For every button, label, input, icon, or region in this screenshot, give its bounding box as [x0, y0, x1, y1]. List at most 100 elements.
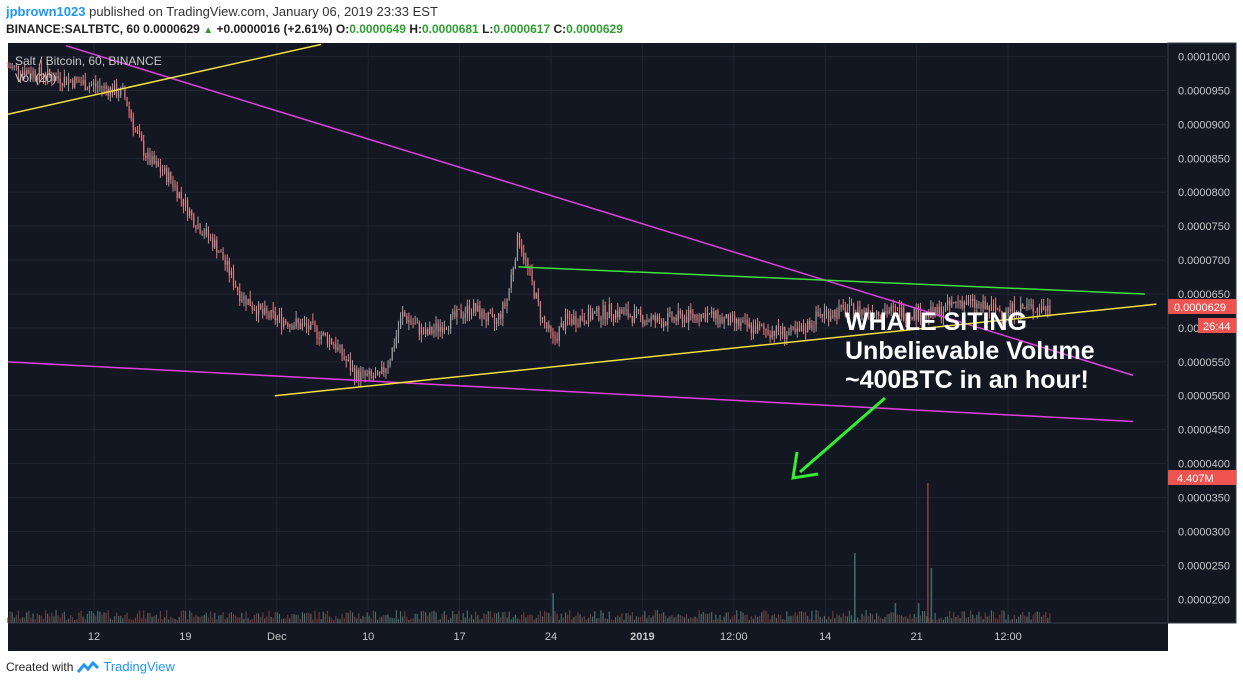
candle-body — [527, 259, 529, 268]
candle-body — [533, 281, 535, 299]
candle-body — [326, 334, 329, 345]
candle-body — [118, 95, 120, 97]
candle-body — [583, 320, 585, 323]
candle-body — [228, 260, 230, 276]
candle-body — [556, 338, 558, 341]
trendline-yellow[interactable] — [7, 43, 322, 115]
volume-bar — [525, 617, 527, 623]
candle-body — [101, 86, 103, 89]
volume-spike-bar — [917, 603, 920, 623]
trendline-magenta[interactable] — [65, 44, 1134, 377]
candle-body — [105, 85, 107, 89]
tradingview-link[interactable]: TradingView — [103, 659, 175, 674]
trendline-magenta[interactable] — [7, 361, 1134, 423]
candle-body — [422, 327, 425, 334]
price-tick-label: 0.0000650 — [1178, 289, 1230, 301]
trendline-yellow[interactable] — [274, 303, 1157, 397]
candle-body — [362, 371, 364, 373]
candle-body — [243, 295, 245, 300]
volume-bar — [456, 614, 458, 623]
candle-body — [794, 328, 796, 332]
candle-body — [80, 82, 82, 84]
candle-body — [1043, 306, 1045, 310]
candle-body — [594, 311, 596, 314]
volume-bar — [99, 611, 101, 623]
volume-bar — [289, 618, 291, 623]
candle-body — [694, 314, 696, 318]
candle-body — [416, 322, 418, 324]
time-axis-background — [8, 623, 1168, 651]
candle-body — [746, 320, 748, 327]
price-tick-label: 0.0000250 — [1178, 560, 1230, 572]
volume-bar — [383, 615, 385, 623]
time-axis-ticks: 12 19 Dec 10 17 24 2019 12:00 14 21 12:00 — [88, 631, 1022, 643]
candle-body — [836, 309, 838, 319]
candle-body — [951, 301, 953, 306]
volume-bar — [291, 614, 293, 623]
time-tick-label: Dec — [267, 631, 287, 643]
volume-bar — [241, 612, 243, 623]
volume-bar — [172, 617, 174, 623]
candle-body — [756, 324, 759, 334]
volume-bar — [955, 616, 957, 623]
volume-bar — [790, 615, 792, 623]
candle-body — [867, 308, 869, 314]
volume-bar — [345, 612, 347, 623]
tradingview-logo-icon[interactable] — [77, 660, 100, 674]
candle-body — [216, 239, 218, 253]
candle-body — [564, 313, 567, 330]
volume-bar — [521, 614, 523, 623]
candle-body — [698, 320, 700, 322]
candle-body — [539, 302, 542, 320]
volume-bar — [665, 615, 667, 623]
volume-spike-bar — [854, 553, 856, 623]
candle-body — [237, 287, 239, 292]
volume-bar — [90, 611, 93, 623]
candle-body — [439, 326, 441, 332]
candle-body — [873, 314, 876, 317]
price-tick-label: 0.0000350 — [1178, 493, 1230, 505]
last-price-tag-label: 0.0000629 — [1174, 302, 1226, 314]
volume-bar — [1022, 611, 1024, 623]
chart-background — [8, 43, 1168, 623]
candle-body — [72, 80, 74, 88]
volume-bar — [587, 617, 590, 623]
candle-body — [944, 304, 947, 312]
candle-body — [253, 308, 255, 311]
volume-bar — [863, 615, 865, 623]
volume-bar — [581, 617, 583, 623]
volume-bar — [738, 619, 740, 623]
volume-bar — [397, 618, 400, 623]
volume-bar — [53, 616, 55, 623]
candle-body — [834, 309, 836, 317]
volume-bar — [819, 616, 821, 623]
volume-bar — [314, 610, 316, 623]
candle-body — [182, 198, 184, 207]
volume-bar — [376, 619, 379, 623]
candle-body — [765, 329, 767, 331]
volume-bar — [890, 612, 892, 623]
high-value: 0.0000681 — [421, 22, 479, 36]
time-tick-label: 10 — [362, 631, 374, 643]
volume-bar — [115, 612, 118, 623]
volume-bar — [560, 613, 562, 623]
volume-bar — [212, 617, 214, 623]
candle-body — [82, 79, 84, 84]
candle-body — [1005, 314, 1007, 316]
volume-bar — [690, 617, 692, 623]
price-tick-label: 0.0000450 — [1178, 425, 1230, 437]
candle-body — [999, 309, 1001, 312]
candle-body — [420, 327, 423, 335]
volume-bar — [988, 615, 990, 623]
publisher-username[interactable]: jpbrown1023 — [6, 4, 86, 19]
volume-bar — [255, 613, 258, 623]
trendline-green[interactable] — [518, 266, 1145, 295]
candle-body — [159, 166, 162, 172]
volume-bar — [1009, 619, 1011, 623]
candle-body — [130, 110, 132, 119]
candle-body — [395, 335, 397, 347]
volume-bar — [627, 613, 629, 623]
candle-body — [49, 69, 51, 76]
volume-bar — [537, 614, 539, 623]
